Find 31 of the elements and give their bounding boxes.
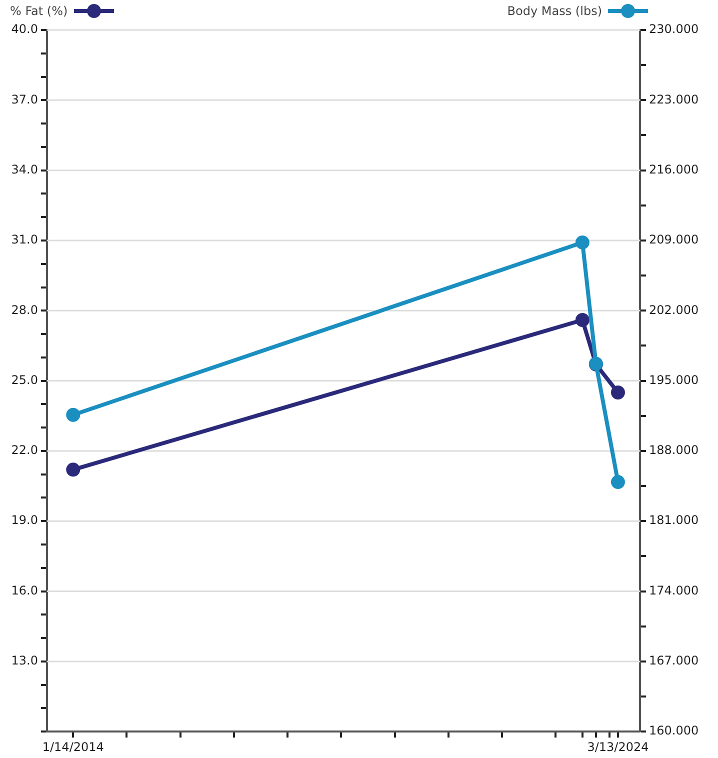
legend-label: Body Mass (lbs) xyxy=(507,4,602,18)
y2-tick-label: 174.000 xyxy=(649,583,699,598)
point xyxy=(66,462,80,477)
legend-label: % Fat (%) xyxy=(10,4,68,18)
point xyxy=(610,385,625,400)
y2-tick-label: 167.000 xyxy=(649,654,699,668)
y2-tick-label: 202.000 xyxy=(649,302,699,317)
y-tick-label: 25.0 xyxy=(11,372,38,387)
y-tick-label: 13.0 xyxy=(11,654,38,668)
y-tick-label: 16.0 xyxy=(11,583,38,598)
y-tick-label: 31.0 xyxy=(11,232,38,247)
y-tick-label: 40.0 xyxy=(11,22,38,36)
y-tick-label: 19.0 xyxy=(11,513,38,528)
x-tick-label: 1/14/2014 xyxy=(42,740,104,754)
y-tick-label: 34.0 xyxy=(11,162,38,176)
point xyxy=(575,235,590,250)
y2-tick-label: 223.000 xyxy=(649,92,699,106)
point xyxy=(66,408,80,422)
y2-tick-label: 216.000 xyxy=(649,162,699,176)
y2-tick-label: 160.000 xyxy=(649,724,699,738)
y2-tick-label: 230.000 xyxy=(649,22,699,36)
y-tick-label: 28.0 xyxy=(11,302,38,317)
y2-tick-label: 188.000 xyxy=(649,443,699,458)
point xyxy=(575,312,590,327)
y-tick-label: 22.0 xyxy=(11,443,38,458)
y2-tick-label: 195.000 xyxy=(649,372,699,387)
y2-tick-label: 181.000 xyxy=(649,513,699,528)
y-tick-label: 37.0 xyxy=(11,92,38,106)
y2-tick-label: 209.000 xyxy=(649,232,699,247)
point xyxy=(610,475,625,490)
x-tick-label: 3/13/2024 xyxy=(587,740,649,754)
